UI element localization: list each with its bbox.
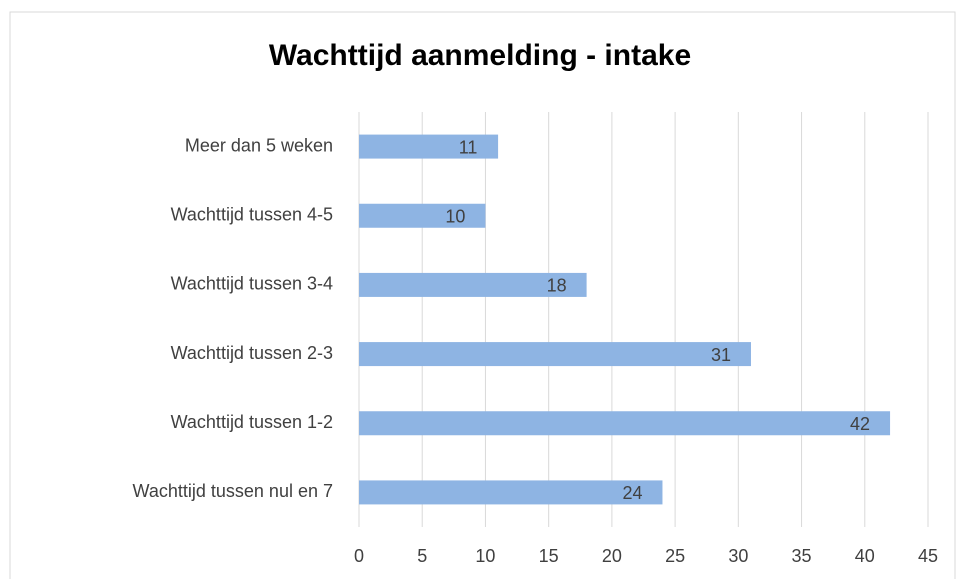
x-tick-label: 10 bbox=[475, 546, 495, 566]
y-tick-label: Wachttijd tussen 1-2 bbox=[171, 412, 333, 432]
y-tick-label: Wachttijd tussen nul en 7 bbox=[133, 481, 333, 501]
data-label: 31 bbox=[711, 345, 731, 365]
y-tick-label: Wachttijd tussen 4-5 bbox=[171, 205, 333, 225]
x-tick-label: 40 bbox=[855, 546, 875, 566]
x-tick-label: 25 bbox=[665, 546, 685, 566]
data-label: 42 bbox=[850, 414, 870, 434]
data-label: 11 bbox=[459, 137, 478, 157]
x-tick-label: 15 bbox=[539, 546, 559, 566]
data-label: 10 bbox=[445, 207, 465, 227]
x-tick-label: 45 bbox=[918, 546, 938, 566]
bar bbox=[359, 272, 587, 297]
bar bbox=[359, 342, 751, 367]
x-tick-label: 0 bbox=[354, 546, 364, 566]
bar bbox=[359, 203, 486, 228]
x-tick-label: 35 bbox=[792, 546, 812, 566]
x-tick-label: 20 bbox=[602, 546, 622, 566]
data-label: 24 bbox=[622, 483, 642, 503]
bar bbox=[359, 134, 499, 159]
x-tick-label: 5 bbox=[417, 546, 427, 566]
data-label: 18 bbox=[547, 276, 567, 296]
y-tick-label: Wachttijd tussen 2-3 bbox=[171, 343, 333, 363]
bar bbox=[359, 480, 663, 505]
chart-title: Wachttijd aanmelding - intake bbox=[269, 39, 691, 72]
bar bbox=[359, 411, 891, 436]
y-tick-label: Meer dan 5 weken bbox=[185, 135, 333, 155]
y-tick-label: Wachttijd tussen 3-4 bbox=[171, 274, 333, 294]
x-tick-label: 30 bbox=[728, 546, 748, 566]
